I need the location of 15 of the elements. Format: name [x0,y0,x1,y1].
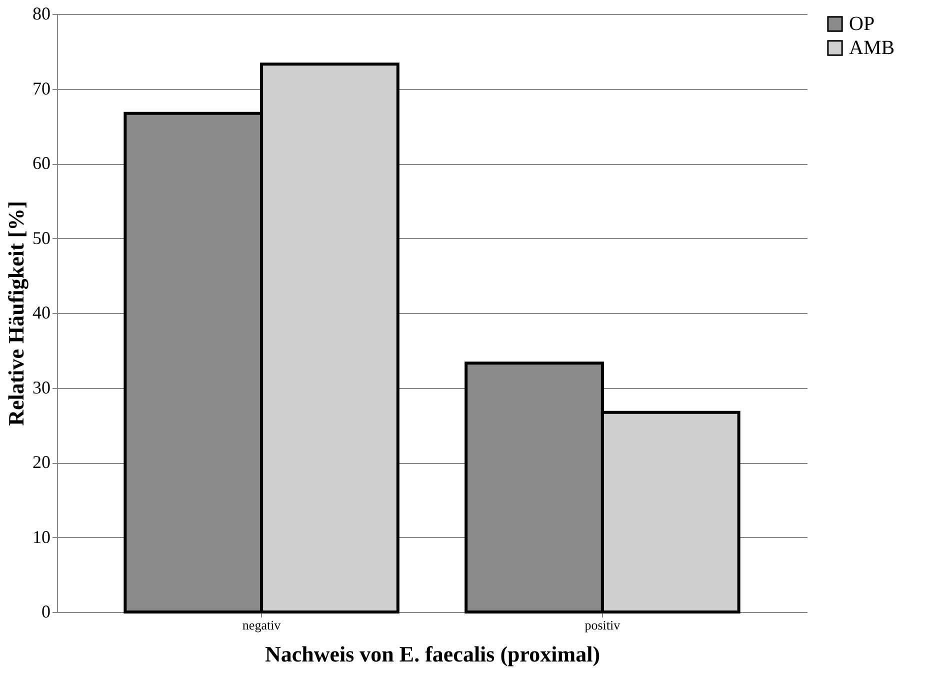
legend-label: OP [849,13,875,35]
y-tick-label: 30 [32,377,50,398]
y-tick-label: 60 [32,153,50,173]
legend-label: AMB [849,37,895,59]
y-tick-label: 70 [32,78,50,98]
y-tick-label: 0 [42,602,50,622]
y-tick-label: 80 [32,4,50,24]
y-tick-label: 50 [32,228,50,248]
y-tick-label: 40 [32,302,50,322]
y-axis-title: Relative Häufigkeit [%] [4,201,28,426]
x-tick-label: positiv [584,618,621,632]
y-tick-label: 20 [32,452,50,472]
y-tick-label: 10 [32,526,50,547]
x-tick-label: negativ [242,618,282,632]
x-axis-title: Nachweis von E. faecalis (proximal) [264,642,600,666]
